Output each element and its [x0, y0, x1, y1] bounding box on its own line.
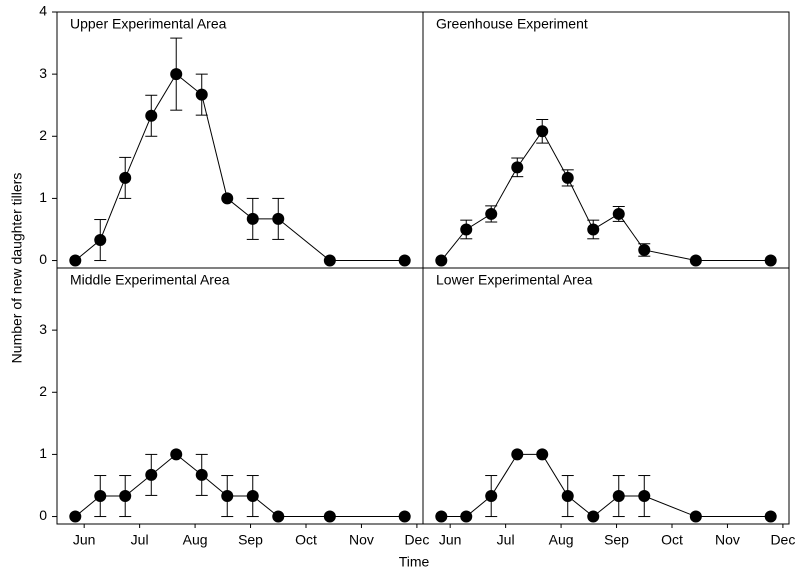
data-point [485, 490, 498, 503]
data-point [612, 490, 625, 503]
data-point [246, 490, 259, 503]
data-point [119, 171, 132, 184]
x-tick-label: Jul [131, 532, 149, 548]
panel-frame [422, 11, 790, 269]
data-point [561, 171, 574, 184]
panel-title: Lower Experimental Area [436, 272, 593, 288]
data-point [764, 510, 777, 523]
data-point [398, 254, 411, 267]
data-point [536, 125, 549, 138]
y-tick-label: 4 [39, 3, 47, 19]
data-point [119, 490, 132, 503]
data-point [638, 243, 651, 256]
data-point [689, 510, 702, 523]
data-point [398, 510, 411, 523]
y-tick-label: 1 [39, 445, 47, 461]
data-point [561, 490, 574, 503]
x-tick-label: Nov [715, 532, 740, 548]
y-axis-label: Number of new daughter tillers [9, 173, 25, 364]
y-tick-label: 1 [39, 189, 47, 205]
data-point [638, 490, 651, 503]
data-line [440, 130, 771, 262]
y-tick-label: 0 [39, 507, 47, 523]
x-tick-label: Dec [404, 532, 429, 548]
x-tick-label: Jun [73, 532, 96, 548]
data-point [145, 468, 158, 481]
data-point [587, 510, 600, 523]
data-point [69, 254, 82, 267]
data-point [195, 468, 208, 481]
y-tick-label: 2 [39, 127, 47, 143]
panel-title: Upper Experimental Area [70, 16, 227, 32]
x-tick-label: Sep [238, 532, 263, 548]
y-tick-label: 3 [39, 65, 47, 81]
panel-frame [56, 11, 424, 269]
x-tick-label: Nov [349, 532, 374, 548]
x-tick-label: Oct [661, 532, 683, 548]
data-point [195, 88, 208, 101]
data-point [612, 207, 625, 220]
data-point [272, 212, 285, 225]
data-point [460, 510, 473, 523]
data-point [435, 510, 448, 523]
data-point [323, 254, 336, 267]
x-tick-label: Aug [549, 532, 574, 548]
data-point [511, 448, 524, 461]
data-point [764, 254, 777, 267]
data-point [221, 490, 234, 503]
panel-frame [56, 267, 424, 525]
data-point [460, 223, 473, 236]
data-point [170, 448, 183, 461]
y-tick-label: 0 [39, 251, 47, 267]
x-tick-label: Aug [183, 532, 208, 548]
data-point [323, 510, 336, 523]
data-point [272, 510, 285, 523]
data-point [246, 212, 259, 225]
x-tick-label: Oct [295, 532, 317, 548]
x-tick-label: Sep [604, 532, 629, 548]
x-tick-label: Dec [770, 532, 795, 548]
y-tick-label: 3 [39, 321, 47, 337]
data-point [145, 109, 158, 122]
x-tick-label: Jun [439, 532, 462, 548]
data-point [94, 490, 107, 503]
data-point [689, 254, 702, 267]
data-point [170, 68, 183, 81]
x-axis-label: Time [399, 554, 430, 570]
data-point [221, 192, 234, 205]
data-point [69, 510, 82, 523]
data-point [485, 207, 498, 220]
y-tick-label: 2 [39, 383, 47, 399]
data-point [536, 448, 549, 461]
data-point [94, 234, 107, 247]
panel-title: Middle Experimental Area [70, 272, 230, 288]
data-point [587, 223, 600, 236]
data-point [435, 254, 448, 267]
panel-frame [422, 267, 790, 525]
panel-title: Greenhouse Experiment [436, 16, 588, 32]
data-point [511, 161, 524, 174]
x-tick-label: Jul [497, 532, 515, 548]
